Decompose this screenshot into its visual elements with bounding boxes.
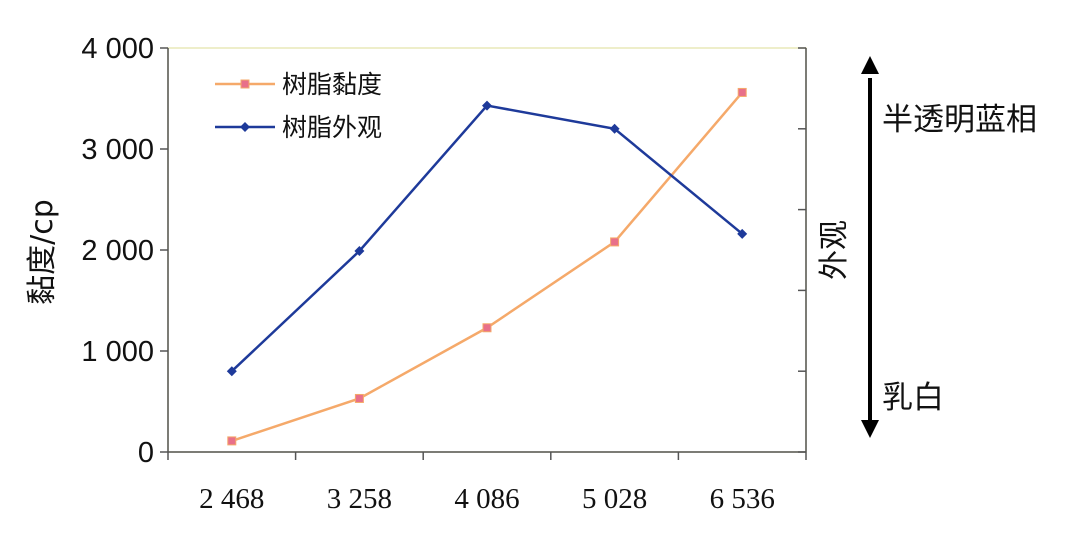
data-point [354, 393, 364, 403]
appearance-arrow-up-head [861, 56, 879, 74]
data-point [609, 123, 620, 134]
y-tick-label: 0 [138, 437, 154, 469]
data-point [482, 100, 492, 111]
legend-marker-viscosity [240, 79, 250, 89]
y-axis-title: 黏度/cp [25, 199, 60, 305]
appearance-bottom-label: 乳白 [882, 380, 944, 416]
data-point [354, 246, 365, 257]
y-tick-label: 4 000 [81, 33, 154, 65]
appearance-arrow-down-head [861, 420, 879, 438]
y-tick-label: 1 000 [81, 336, 154, 368]
data-point [226, 366, 237, 377]
data-point [737, 228, 748, 239]
series-line-0 [231, 91, 744, 443]
data-point [737, 87, 747, 97]
x-tick-label: 3 258 [327, 483, 392, 515]
y2-axis-title: 外观 [817, 220, 852, 280]
data-point [482, 323, 492, 333]
y-tick-label: 3 000 [81, 134, 154, 166]
appearance-top-label: 半透明蓝相 [882, 102, 1037, 138]
y-tick-label: 2 000 [81, 235, 154, 267]
legend-label-viscosity: 树脂黏度 [282, 70, 382, 99]
x-tick-label: 6 536 [710, 483, 775, 515]
data-point [610, 237, 620, 247]
legend-label-appearance: 树脂外观 [282, 113, 382, 142]
data-point [227, 436, 237, 446]
x-tick-label: 5 028 [582, 483, 647, 515]
x-tick-label: 2 468 [199, 483, 264, 515]
legend-marker-appearance [240, 122, 250, 132]
x-tick-label: 4 086 [454, 483, 519, 515]
legend: 树脂黏度 树脂外观 [215, 70, 382, 142]
